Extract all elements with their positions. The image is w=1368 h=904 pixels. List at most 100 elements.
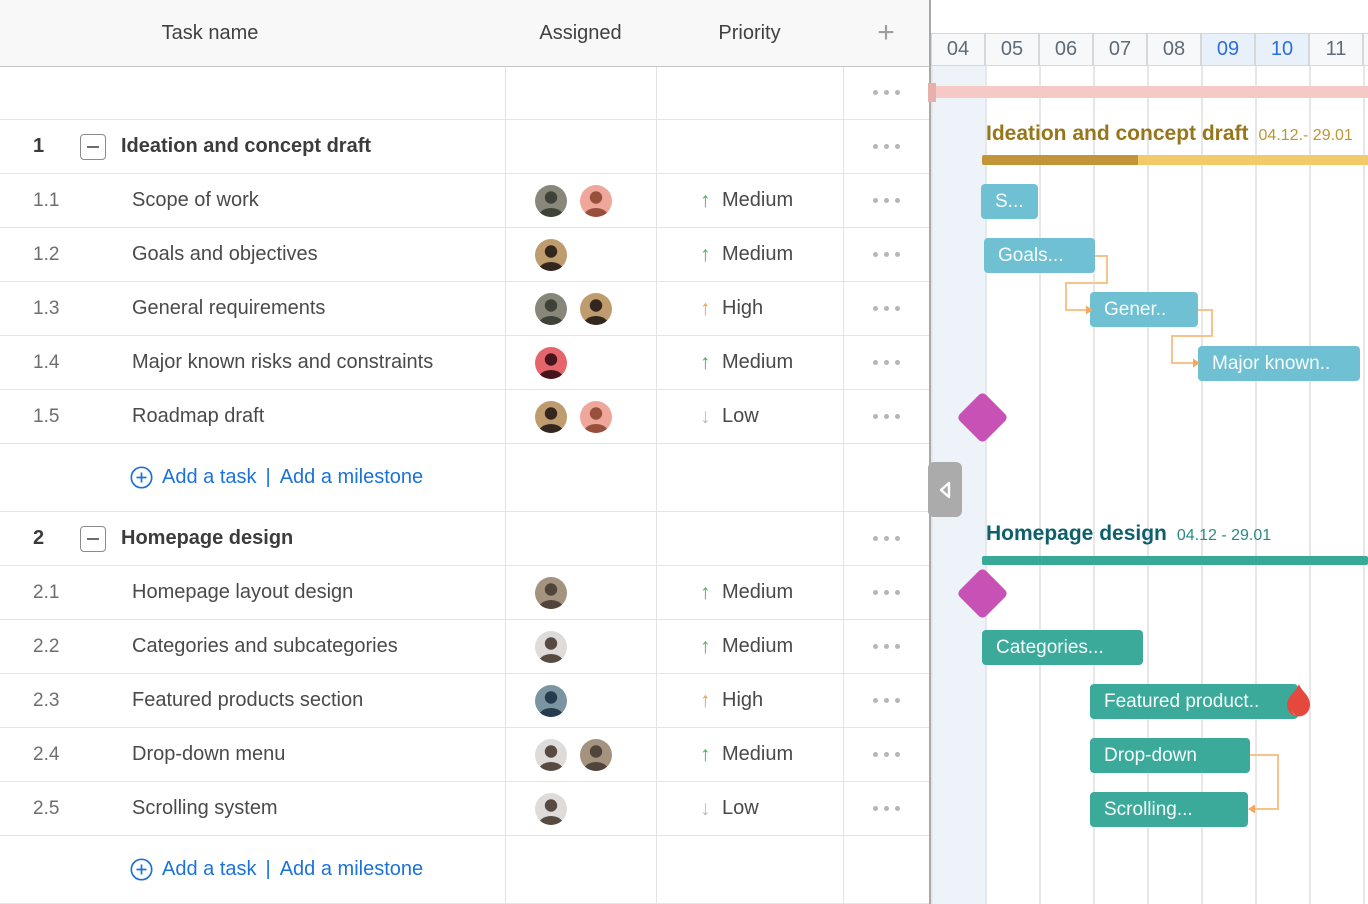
avatar-man-blue[interactable] [535,685,567,717]
table-row[interactable]: 2.3 Featured products section ↑ High [0,674,929,728]
row-menu-button[interactable] [843,620,929,673]
row-menu-button[interactable] [843,566,929,619]
row-menu-button[interactable] [843,512,929,565]
avatar-man-redhead[interactable] [580,185,612,217]
row-menu-button[interactable] [843,674,929,727]
collapse-panel-button[interactable] [928,462,962,517]
priority-label: Medium [722,243,794,265]
add-milestone-link[interactable]: Add a milestone [279,466,424,488]
task-number: 2.1 [33,581,60,603]
assignee-avatars [535,239,567,271]
section-summary-bar[interactable] [1138,155,1368,165]
task-name: Major known risks and constraints [132,351,434,373]
add-column-button[interactable]: + [877,16,895,49]
add-task-link[interactable]: Add a task [162,858,257,880]
row-menu-button[interactable] [843,282,929,335]
priority-label: Low [722,797,759,819]
project-summary-bar[interactable] [936,86,1368,98]
timeline-gridline [1309,66,1311,904]
row-menu-button[interactable] [843,390,929,443]
table-row[interactable]: Add a task | Add a milestone [0,444,929,512]
assignee-avatars [535,577,567,609]
row-menu-button[interactable] [843,228,929,281]
dot [872,806,878,811]
collapse-toggle[interactable] [80,526,106,552]
avatar-person-red[interactable] [535,347,567,379]
task-bar[interactable]: Gener.. [1090,292,1198,327]
table-row-empty[interactable] [0,66,929,120]
dot [894,752,900,757]
table-row[interactable]: 1.1 Scope of work ↑ Medium [0,174,929,228]
task-number: 2.3 [33,689,60,711]
column-separator [505,0,506,904]
table-row[interactable]: Add a task | Add a milestone [0,836,929,904]
table-row[interactable]: 1.4 Major known risks and constraints ↑ Med… [0,336,929,390]
table-row[interactable]: 1.3 General requirements ↑ High [0,282,929,336]
table-row[interactable]: 2.1 Homepage layout design ↑ Medium [0,566,929,620]
task-bar[interactable]: Scrolling... [1090,792,1248,827]
timeline-gridline [1363,66,1365,904]
table-row[interactable]: 1.5 Roadmap draft ↓ Low [0,390,929,444]
task-bar[interactable]: Featured product.. [1090,684,1298,719]
collapse-toggle[interactable] [80,134,106,160]
add-task-icon[interactable] [130,466,153,489]
add-milestone-link[interactable]: Add a milestone [279,858,424,880]
table-row[interactable]: 2.4 Drop-down menu ↑ Medium [0,728,929,782]
avatar-woman-bob[interactable] [535,401,567,433]
task-bar[interactable]: Drop-down [1090,738,1250,773]
timeline-day-08: 08 [1147,33,1201,66]
table-row[interactable]: 2.2 Categories and subcategories ↑ Medium [0,620,929,674]
priority-arrow-icon: ↑ [700,242,711,266]
dot [894,252,900,257]
add-task-icon[interactable] [130,858,153,881]
add-row: Add a task | Add a milestone [130,836,423,903]
task-bar[interactable]: S... [981,184,1038,219]
dot [872,252,878,257]
dot [872,536,878,541]
timeline-day-09: 09 [1201,33,1255,66]
panel-divider[interactable] [929,0,931,904]
table-row[interactable]: 2 Homepage design [0,512,929,566]
dot [894,806,900,811]
row-menu-button[interactable] [843,782,929,835]
avatar-man-redhead[interactable] [580,401,612,433]
avatar-woman-bun[interactable] [535,631,567,663]
table-header: Task name Assigned Priority + [0,0,929,67]
table-row[interactable]: 1 Ideation and concept draft [0,120,929,174]
row-menu-button[interactable] [843,66,929,119]
table-row[interactable]: 1.2 Goals and objectives ↑ Medium [0,228,929,282]
section-summary-progress[interactable] [982,155,1138,165]
section-summary-bar[interactable] [982,556,1368,565]
avatar-man-sunglasses[interactable] [535,577,567,609]
task-name: Scope of work [132,189,259,211]
avatar-man-glasses[interactable] [535,293,567,325]
avatar-woman-bun[interactable] [535,793,567,825]
dot [894,414,900,419]
avatar-woman-bob[interactable] [535,239,567,271]
table-row[interactable]: 2.5 Scrolling system ↓ Low [0,782,929,836]
avatar-man-sunglasses[interactable] [580,739,612,771]
avatar-man-glasses[interactable] [535,185,567,217]
priority-label: Medium [722,581,794,603]
priority-arrow-icon: ↑ [700,634,711,658]
dot [883,536,889,541]
priority-label: High [722,297,764,319]
dot [883,252,889,257]
add-task-link[interactable]: Add a task [162,466,257,488]
row-menu-button[interactable] [843,174,929,227]
task-number: 1.5 [33,405,60,427]
avatar-woman-bun[interactable] [535,739,567,771]
task-bar[interactable]: Major known.. [1198,346,1360,381]
timeline-gridline [1093,66,1095,904]
task-bar[interactable]: Goals... [984,238,1095,273]
row-menu-button[interactable] [843,728,929,781]
row-menu-button[interactable] [843,336,929,389]
row-menu-button[interactable] [843,120,929,173]
dot [872,198,878,203]
assignee-avatars [535,185,612,217]
assignee-avatars [535,347,567,379]
priority-arrow-icon: ↑ [700,742,711,766]
avatar-woman-bob[interactable] [580,293,612,325]
task-bar[interactable]: Categories... [982,630,1143,665]
